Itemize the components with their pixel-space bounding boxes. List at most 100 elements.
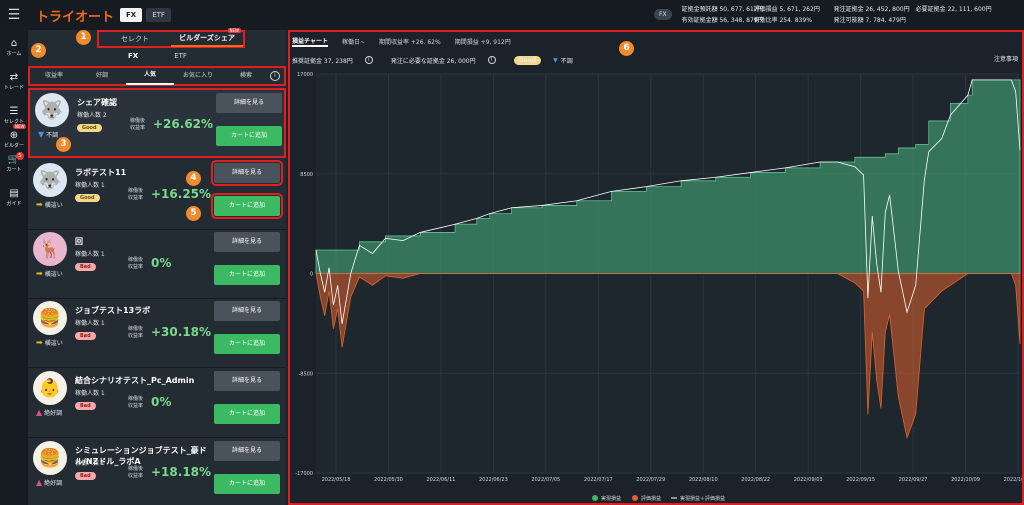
filter-popular[interactable]: 人気 — [126, 67, 174, 85]
detail-button[interactable]: 詳細を見る — [216, 93, 282, 113]
add-to-cart-button[interactable]: カートに追加 — [216, 126, 282, 146]
strategy-name[interactable]: ジョブテスト13ラボ — [75, 306, 151, 315]
tab-select[interactable]: セレクト — [121, 35, 149, 43]
legend-unrealized-label: 評価損益 — [641, 495, 661, 502]
builder-icon: ⊕ — [9, 129, 19, 141]
period-pl: 期間損益 +9, 912円 — [454, 38, 511, 46]
strategy-name[interactable]: 結合シナリオテスト_Pc_Admin — [75, 376, 195, 385]
nav-home[interactable]: ⌂ ホーム — [0, 30, 28, 64]
add-to-cart-button[interactable]: カートに追加 — [211, 193, 283, 219]
strategy-avatar: 🐺 — [33, 163, 67, 197]
account-spacer — [916, 15, 1006, 24]
account-summary: FX 証拠金預託額 50, 677, 617円 評価損益 5, 671, 262… — [654, 4, 1006, 24]
order-margin: 発注証拠金 26, 452, 800円 — [833, 6, 910, 13]
x-tick-label: 2022/07/17 — [584, 477, 613, 483]
x-tick-label: 2022/06/11 — [427, 477, 456, 483]
avatar-icon: 👶 — [38, 377, 62, 399]
deposit-amount: 証拠金預託額 50, 677, 617円 — [681, 6, 764, 13]
notes-link[interactable]: 注意事項 — [993, 56, 1018, 63]
trend-label: 不調 — [560, 57, 573, 65]
strategy-list-panel: セレクト ビルダーズシェア NEW FX ETF 収益率 好調 人気 お気に入り… — [28, 28, 286, 505]
strategy-card[interactable]: 🦌 ➡ 横這い 回稼働人数 1 Bad 稼働後 収益率 0% 詳細を見る カートに追加 — [28, 229, 286, 299]
avatar-icon: 🍔 — [38, 447, 62, 469]
add-to-cart-button[interactable]: カートに追加 — [214, 265, 280, 285]
trend-label: 横這い — [44, 271, 63, 278]
nav-trade-label: トレード — [3, 84, 24, 91]
x-tick-label: 2022/08/10 — [689, 477, 718, 483]
app-logo[interactable]: トライオート — [36, 9, 115, 25]
select-tabs: セレクト ビルダーズシェア NEW — [97, 28, 245, 48]
strategy-name[interactable]: 回 — [75, 237, 83, 246]
return-value: +18.18% — [151, 465, 212, 479]
nav-guide-label: ガイド — [6, 200, 22, 207]
market-tab-fx[interactable]: FX — [120, 8, 143, 22]
strategy-card[interactable]: 🐺 ▼ 不調 シェア確認 稼働人数 2 Good 稼働後 収益率 +26.62% 詳細を見る カー… — [28, 88, 286, 158]
x-tick-label: 2022/10/09 — [951, 477, 980, 483]
strategy-card[interactable]: 🍔 ➡ 横這い ジョブテスト13ラボ 稼働人数 1 Bad 稼働後 収益率 +30.18% 詳細… — [28, 298, 286, 368]
add-to-cart-button[interactable]: カートに追加 — [214, 334, 280, 354]
filter-search[interactable]: 検索 — [239, 72, 252, 79]
tab-builders-share[interactable]: ビルダーズシェア — [171, 31, 243, 47]
recommended-margin-info-icon[interactable]: i — [364, 56, 373, 64]
nav-select-label: セレクト — [3, 118, 24, 125]
trend-indicator: ▲ 絶好調 — [36, 408, 62, 417]
trend-indicator: ➡ 横這い — [36, 338, 63, 347]
strategy-card[interactable]: 🐺 ➡ 横這い ラボテスト11 稼働人数 1 Good 稼働後 収益率 +16.25% 詳細を見… — [28, 160, 286, 230]
effective-margin: 有効証拠金額 56, 348, 879円 — [681, 17, 764, 24]
filter-good[interactable]: 好調 — [95, 72, 108, 79]
required-margin-info-icon[interactable]: i — [487, 56, 496, 64]
add-to-cart-button[interactable]: カートに追加 — [214, 474, 280, 494]
status-badge: Bad — [75, 472, 96, 480]
detail-button[interactable]: 詳細を見る — [214, 232, 280, 252]
status-badge: Bad — [75, 263, 96, 271]
sub-tab-etf[interactable]: ETF — [174, 52, 187, 60]
avatar-icon: 🐺 — [38, 169, 62, 191]
strategy-name[interactable]: シミュレーションジョブテスト_豪ドル/NZドル_ラボA — [75, 446, 207, 466]
strategy-name[interactable]: ラボテスト11 — [75, 168, 127, 177]
legend-combined-label: 実現損益＋評価損益 — [680, 495, 725, 502]
x-tick-label: 2022/05/30 — [374, 477, 403, 483]
account-market-pill: FX — [654, 8, 672, 20]
nav-trade[interactable]: ⇄ トレード — [0, 64, 28, 98]
legend-realized-marker — [592, 495, 598, 501]
detail-button[interactable]: 詳細を見る — [211, 160, 283, 186]
market-tab-etf[interactable]: ETF — [146, 8, 171, 22]
trend-flat-icon: ➡ — [36, 200, 43, 209]
trend-up-icon: ▲ — [36, 408, 43, 417]
menu-icon[interactable]: ☰ — [7, 7, 21, 23]
marker-4: 4 — [186, 171, 201, 186]
strategy-avatar: 👶 — [33, 371, 67, 405]
filter-return[interactable]: 収益率 — [44, 72, 63, 79]
trend-down-icon: ▼ — [38, 130, 45, 139]
nav-cart-label: カート — [6, 166, 22, 173]
home-icon: ⌂ — [10, 37, 18, 49]
x-tick-label: 2022/07/29 — [636, 477, 665, 483]
sub-tab-fx[interactable]: FX — [128, 52, 139, 60]
trend-label: 横這い — [44, 202, 63, 209]
recommended-margin: 推奨証拠金 37, 238円 — [292, 57, 353, 65]
nav-cart[interactable]: 5 🛒 カート — [0, 146, 28, 180]
tab-pl-chart[interactable]: 損益チャート — [292, 37, 328, 47]
detail-button[interactable]: 詳細を見る — [214, 301, 280, 321]
strategy-card[interactable]: 🍔 ▲ 絶好調 シミュレーションジョブテスト_豪ドル/NZドル_ラボA 稼働人数 1 Ba… — [28, 438, 286, 505]
legend-realized-label: 実現損益 — [601, 495, 621, 502]
trend-indicator: ➡ 横這い — [36, 200, 63, 209]
avatar-icon: 🦌 — [38, 238, 62, 260]
strategy-avatar: 🍔 — [33, 301, 67, 335]
nav-select[interactable]: ☰ セレクト — [0, 98, 28, 132]
add-to-cart-button[interactable]: カートに追加 — [214, 404, 280, 424]
nav-builder[interactable]: NEW ⊕ ビルダー — [0, 122, 28, 156]
trend-flat-icon: ➡ — [36, 338, 43, 347]
info-icon[interactable]: i — [270, 71, 280, 81]
tab-since-start[interactable]: 稼働日~ — [341, 38, 365, 46]
nav-home-label: ホーム — [6, 50, 22, 57]
detail-button[interactable]: 詳細を見る — [214, 371, 280, 391]
nav-guide[interactable]: ▤ ガイド — [0, 180, 28, 214]
filter-favorite[interactable]: お気に入り — [182, 72, 213, 79]
trend-indicator: ➡ 横這い — [36, 269, 63, 278]
strategy-avatar: 🍔 — [33, 441, 67, 475]
strategy-card[interactable]: 👶 ▲ 絶好調 結合シナリオテスト_Pc_Admin 稼働人数 1 Bad 稼働後 収益率 0… — [28, 368, 286, 438]
detail-button[interactable]: 詳細を見る — [214, 441, 280, 461]
strategy-name[interactable]: シェア確認 — [77, 98, 117, 107]
